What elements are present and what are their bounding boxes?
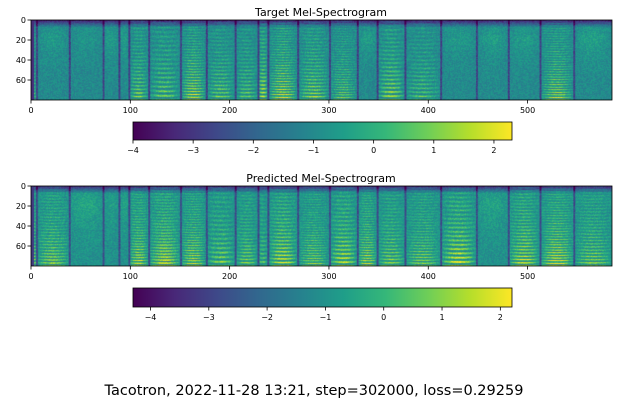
colorbar-frame	[132, 121, 513, 141]
target-mel-spectrogram-chart: Target Mel-Spectrogram 0 100 200 300 400 500 …	[16, 6, 613, 155]
colorbar-tick-label: 1	[439, 313, 444, 322]
colorbar: −4 −3 −2 −1 0 1 2	[127, 121, 513, 155]
colorbar-tick-label: −3	[187, 146, 199, 155]
y-axis-ticks: 0 20 40 60	[16, 182, 31, 251]
x-tick-label: 200	[222, 106, 237, 115]
heatmap-image	[31, 186, 612, 266]
x-tick-label: 100	[123, 272, 138, 281]
x-axis-ticks: 0 100 200 300 400 500	[28, 266, 535, 281]
x-tick-label: 200	[222, 272, 237, 281]
y-tick-label: 0	[21, 182, 26, 191]
colorbar-tick-label: −4	[145, 313, 157, 322]
colorbar-bar	[133, 122, 512, 140]
x-tick-label: 400	[421, 272, 436, 281]
x-axis-ticks: 0 100 200 300 400 500	[28, 100, 535, 115]
x-tick-label: 0	[28, 272, 33, 281]
y-tick-label: 40	[16, 222, 26, 231]
y-tick-label: 40	[16, 56, 26, 65]
colorbar-tick-label: −4	[127, 146, 139, 155]
y-tick-label: 60	[16, 76, 26, 85]
colorbar-bar	[133, 288, 512, 307]
heatmap	[31, 186, 612, 266]
colorbar-tick-label: −1	[308, 146, 320, 155]
colorbar-tick-label: 1	[431, 146, 436, 155]
y-tick-label: 20	[16, 36, 26, 45]
predicted-mel-spectrogram-chart: Predicted Mel-Spectrogram 0 100 200 300 400 5…	[16, 172, 613, 322]
x-tick-label: 500	[520, 272, 535, 281]
x-tick-label: 0	[28, 106, 33, 115]
colorbar-tick-label: −1	[320, 313, 332, 322]
x-tick-label: 300	[321, 272, 336, 281]
colorbar-tick-label: −3	[203, 313, 215, 322]
colorbar-tick-label: −2	[247, 146, 259, 155]
colorbar: −4 −3 −2 −1 0 1 2	[132, 287, 513, 322]
heatmap-image	[31, 20, 612, 100]
colorbar-tick-label: 0	[381, 313, 386, 322]
y-tick-label: 20	[16, 202, 26, 211]
colorbar-tick-label: 2	[491, 146, 496, 155]
colorbar-ticks: −4 −3 −2 −1 0 1 2	[145, 307, 503, 322]
chart-title: Predicted Mel-Spectrogram	[246, 172, 395, 185]
heatmap	[31, 20, 612, 100]
x-tick-label: 400	[421, 106, 436, 115]
y-tick-label: 0	[21, 16, 26, 25]
y-axis-ticks: 0 20 40 60	[16, 16, 31, 85]
colorbar-tick-label: −2	[261, 313, 273, 322]
colorbar-frame	[132, 287, 513, 308]
x-tick-label: 500	[520, 106, 535, 115]
chart-title: Target Mel-Spectrogram	[254, 6, 387, 19]
y-tick-label: 60	[16, 242, 26, 251]
colorbar-tick-label: 0	[371, 146, 376, 155]
figure-caption: Tacotron, 2022-11-28 13:21, step=302000,…	[104, 383, 524, 399]
x-tick-label: 300	[321, 106, 336, 115]
x-tick-label: 100	[123, 106, 138, 115]
colorbar-tick-label: 2	[498, 313, 503, 322]
colorbar-ticks: −4 −3 −2 −1 0 1 2	[127, 140, 496, 155]
